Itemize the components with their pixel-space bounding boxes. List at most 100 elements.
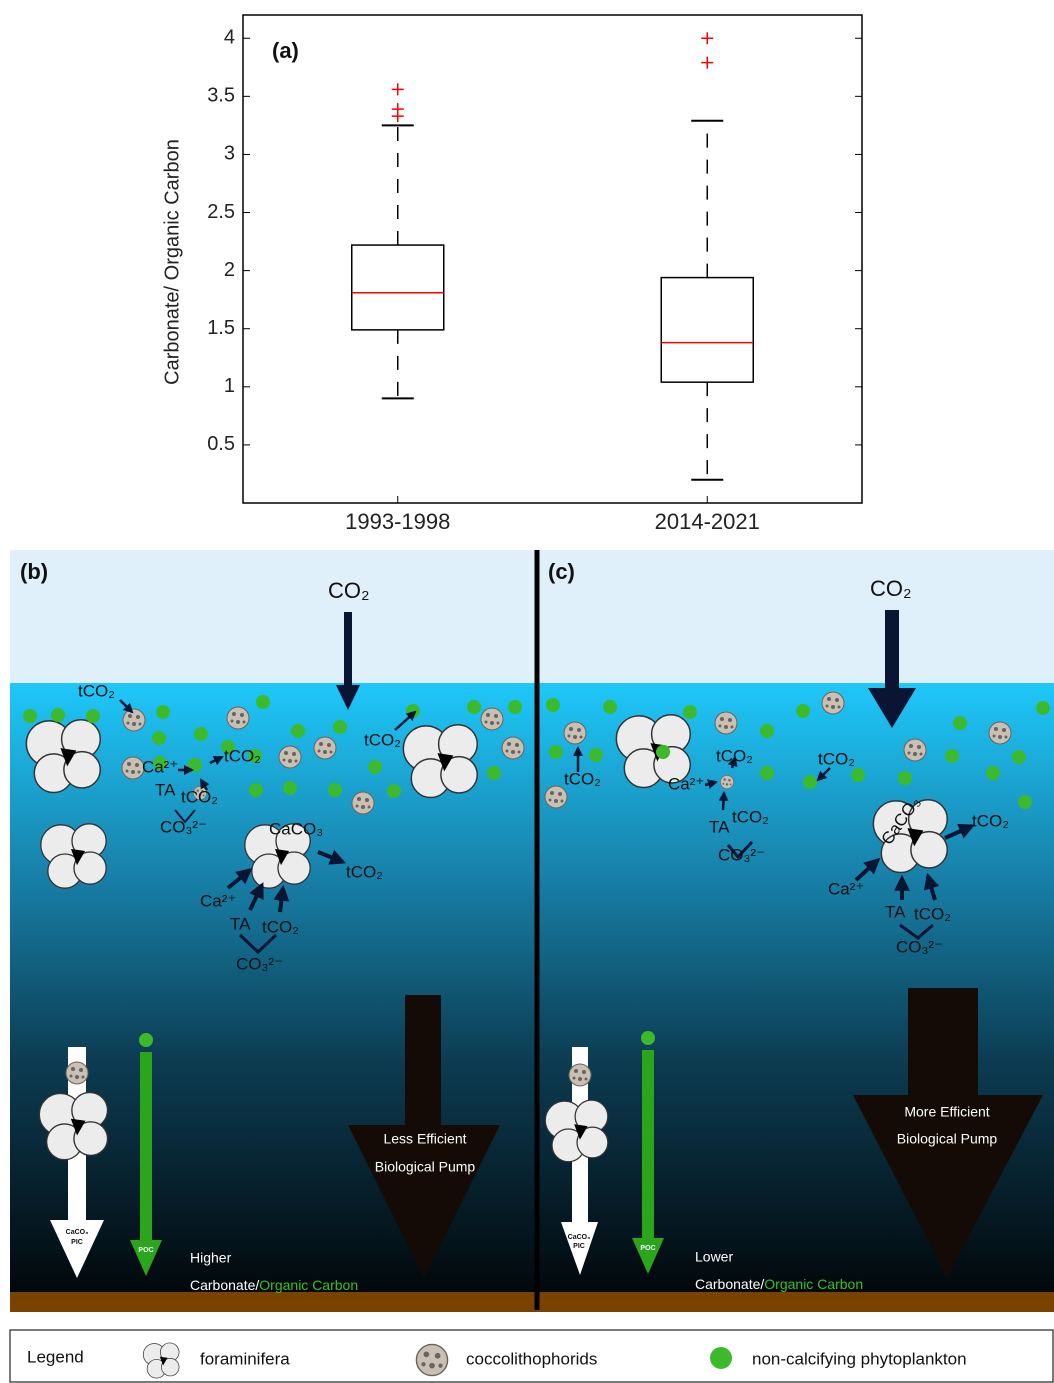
phytoplankton — [406, 704, 420, 718]
co2-arrow — [868, 610, 916, 728]
label: CO₃²⁻ — [236, 954, 283, 973]
phytoplankton — [23, 709, 37, 723]
pic-arrow — [561, 1047, 598, 1275]
flux-arrows — [119, 699, 975, 955]
organisms — [23, 691, 1050, 1163]
y-tick-label: 3.5 — [207, 85, 235, 107]
panel-label: (a) — [272, 38, 299, 63]
y-tick-label: 0.5 — [207, 433, 235, 455]
pump-label: Biological Pump — [375, 1159, 476, 1175]
label: CO₃²⁻ — [160, 817, 207, 836]
phytoplankton — [546, 698, 560, 712]
phytoplankton — [387, 784, 401, 798]
legend-title: Legend — [27, 1347, 84, 1366]
phytoplankton — [1036, 701, 1050, 715]
arrow-label: CaCO₃ — [568, 1234, 591, 1241]
label: tCO₂ — [914, 904, 951, 923]
phytoplankton — [683, 705, 697, 719]
arrow — [854, 857, 881, 882]
phytoplankton — [221, 740, 235, 754]
bracket — [726, 840, 754, 860]
poc-dot — [641, 1031, 655, 1045]
label: tCO₂ — [78, 681, 115, 700]
label: tCO₂ — [364, 730, 401, 749]
arrow — [199, 778, 210, 791]
ratio-text: Carbonate/ — [190, 1277, 259, 1293]
coccolithophorid — [821, 691, 845, 715]
label: tCO₂ — [262, 917, 299, 936]
label: tCO₂ — [732, 807, 769, 826]
legend-item: coccolithophorids — [466, 1349, 597, 1368]
phytoplankton — [803, 775, 817, 789]
coccolithophorid — [313, 736, 337, 760]
ratio-label: Carbonate/Organic Carbon — [695, 1276, 863, 1292]
pump-arrow — [853, 988, 1043, 1278]
box-plot: 0.5 1 1.5 2 2.5 3 3.5 4 1993-1998 2014-2021 — [207, 27, 862, 534]
x-tick-label: 1993-1998 — [345, 509, 450, 534]
arrow — [394, 710, 417, 731]
outlier — [391, 83, 404, 96]
label: CaCO₃ — [269, 819, 323, 838]
phytoplankton — [368, 760, 382, 774]
foraminifera — [40, 823, 107, 889]
label: TA — [885, 902, 906, 921]
label: tCO₂ — [564, 769, 601, 788]
phytoplankton — [152, 731, 166, 745]
arrow — [816, 767, 831, 782]
arrow-label: CaCO₃ — [66, 1229, 89, 1236]
coccolithophorid — [563, 721, 587, 745]
phytoplankton — [953, 716, 967, 730]
phytoplankton — [656, 745, 670, 759]
foraminifera — [25, 718, 102, 794]
y-tick-label: 4 — [224, 27, 235, 49]
foraminifera — [402, 723, 479, 799]
phytoplankton — [153, 756, 167, 770]
arrow — [727, 756, 738, 769]
label: tCO₂ — [818, 749, 855, 768]
plot-frame — [242, 14, 863, 504]
phytoplankton — [760, 766, 774, 780]
box — [351, 244, 445, 331]
coccolithophorid — [714, 711, 738, 735]
box — [660, 276, 754, 383]
coccolithophorid — [568, 1063, 592, 1087]
phytoplankton — [508, 700, 522, 714]
phytoplankton — [467, 700, 481, 714]
x-tick-label: 2014-2021 — [655, 509, 760, 534]
phytoplankton — [549, 745, 563, 759]
arrow — [226, 867, 253, 890]
arrow — [248, 882, 264, 911]
y-tick-label: 1.5 — [207, 317, 235, 339]
y-tick-label: 2 — [224, 259, 235, 281]
pump-label: Biological Pump — [897, 1131, 998, 1147]
ratio-label: Carbonate/Organic Carbon — [190, 1277, 358, 1293]
phytoplankton — [1018, 795, 1032, 809]
legend-icon — [142, 1342, 180, 1379]
ocean-diagram: (b) CO₂ tCO₂ tCO₂ Ca²⁺ tCO₂ TA tCO₂ CO₃²… — [10, 550, 1054, 1312]
water — [10, 683, 1054, 1292]
ratio-label: Lower — [695, 1249, 733, 1265]
arrow-label: POC — [640, 1245, 655, 1252]
arrow-label: POC — [138, 1247, 153, 1254]
phytoplankton — [51, 708, 65, 722]
label: CO₃²⁻ — [896, 937, 943, 956]
pump-arrow — [348, 995, 500, 1278]
coccolithophorid — [65, 1061, 89, 1085]
arrow-label: PIC — [573, 1243, 585, 1250]
legend: Legend foraminifera coccolithophorids no… — [9, 1329, 1054, 1383]
phytoplankton — [256, 695, 270, 709]
phytoplankton — [249, 783, 263, 797]
phytoplankton — [589, 748, 603, 762]
phytoplankton — [283, 781, 297, 795]
legend-item: foraminifera — [200, 1349, 290, 1368]
arrow — [209, 755, 224, 766]
label: tCO₂ — [181, 787, 218, 806]
arrow — [704, 779, 718, 789]
poc-arrow — [130, 1052, 162, 1276]
coccolithophorid — [226, 706, 250, 730]
seabed — [10, 1292, 1054, 1312]
legend-icon — [710, 1347, 732, 1369]
coccolithophorid — [988, 721, 1012, 745]
label: Ca²⁺ — [200, 891, 236, 910]
